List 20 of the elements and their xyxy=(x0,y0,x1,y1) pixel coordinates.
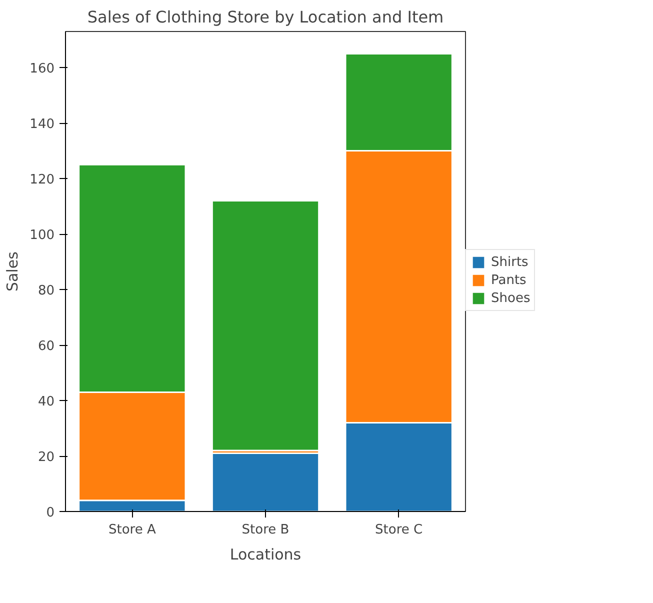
y-tick-label: 20 xyxy=(38,450,55,466)
y-tick-label: 100 xyxy=(30,228,55,244)
legend-label: Shoes xyxy=(491,290,530,306)
x-tick-label: Store A xyxy=(108,522,156,538)
y-tick-label: 60 xyxy=(38,339,55,354)
x-tick-label: Store B xyxy=(242,522,290,538)
legend-label: Pants xyxy=(491,272,526,288)
y-tick-label: 120 xyxy=(30,172,55,188)
bar xyxy=(211,452,320,512)
x-axis-title: Locations xyxy=(230,546,302,564)
y-tick-label: 140 xyxy=(30,117,55,132)
y-tick-label: 80 xyxy=(38,284,55,299)
y-tick-label: 40 xyxy=(38,394,55,410)
x-tick-label: Store C xyxy=(375,522,423,538)
y-tick-label: 0 xyxy=(46,506,55,520)
y-axis-title: Sales xyxy=(4,251,22,292)
y-tick-label: 160 xyxy=(30,62,55,77)
bar xyxy=(211,200,320,452)
legend-label: Shirts xyxy=(491,254,528,270)
chart-title: Sales of Clothing Store by Location and Item xyxy=(87,8,444,26)
